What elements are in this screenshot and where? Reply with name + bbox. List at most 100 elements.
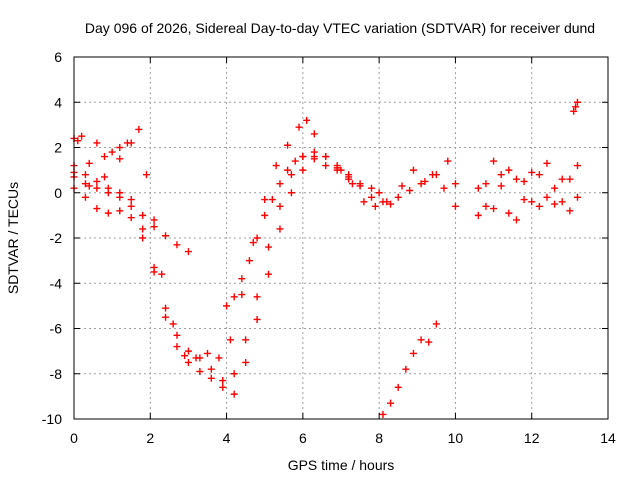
data-point: [573, 193, 581, 201]
x-tick-label: 0: [70, 430, 78, 446]
data-point: [295, 123, 303, 131]
data-point: [127, 202, 135, 210]
data-point: [238, 291, 246, 299]
data-point: [512, 175, 520, 183]
series-track-i: [375, 157, 459, 208]
data-point: [253, 315, 261, 323]
data-point: [265, 270, 273, 278]
x-tick-label: 10: [448, 430, 464, 446]
y-tick-label: -6: [50, 321, 63, 337]
data-point: [573, 98, 581, 106]
data-point: [406, 186, 414, 194]
data-point: [162, 304, 170, 312]
data-point: [116, 155, 124, 163]
x-tick-label: 2: [146, 430, 154, 446]
data-point: [310, 130, 318, 138]
x-tick-label: 6: [299, 430, 307, 446]
data-point: [101, 153, 109, 161]
data-point: [219, 377, 227, 385]
data-point: [150, 223, 158, 231]
data-point: [123, 139, 131, 147]
data-point: [242, 358, 250, 366]
y-tick-label: -8: [50, 366, 63, 382]
data-point: [379, 410, 387, 418]
data-point: [108, 148, 116, 156]
data-point: [398, 182, 406, 190]
data-point: [196, 354, 204, 362]
data-point: [360, 198, 368, 206]
data-point: [299, 166, 307, 174]
series-track-a: [70, 116, 318, 362]
data-point: [261, 196, 269, 204]
data-point: [474, 184, 482, 192]
data-point: [249, 239, 257, 247]
data-point: [230, 390, 238, 398]
data-point: [368, 193, 376, 201]
data-point: [230, 370, 238, 378]
data-point: [287, 189, 295, 197]
data-point: [142, 171, 150, 179]
data-point: [276, 180, 284, 188]
data-point: [543, 193, 551, 201]
data-point: [204, 349, 211, 357]
data-point: [505, 209, 513, 217]
data-point: [116, 144, 124, 151]
data-point: [497, 171, 505, 179]
data-point: [104, 209, 112, 217]
data-point: [348, 180, 356, 188]
data-point: [101, 173, 109, 181]
data-point: [139, 211, 147, 219]
data-point: [162, 313, 170, 321]
data-point: [387, 200, 395, 208]
data-point: [303, 116, 311, 124]
data-points: [70, 98, 581, 418]
series-track-b: [70, 148, 353, 385]
data-point: [417, 336, 425, 344]
data-point: [81, 180, 89, 188]
data-point: [409, 166, 417, 174]
data-point: [299, 153, 307, 161]
x-tick-label: 12: [524, 430, 540, 446]
data-point: [570, 107, 578, 115]
data-point: [310, 153, 318, 161]
data-point: [116, 193, 124, 201]
data-point: [322, 162, 330, 170]
data-point: [474, 211, 482, 219]
data-point: [245, 257, 253, 265]
data-point: [226, 336, 234, 344]
data-point: [207, 374, 215, 382]
data-point: [482, 180, 490, 188]
data-point: [162, 232, 170, 240]
data-point: [543, 159, 551, 167]
data-point: [272, 162, 280, 170]
series-track-g: [337, 166, 459, 210]
series-track-h: [379, 320, 440, 418]
data-point: [284, 166, 292, 174]
data-point: [196, 367, 204, 375]
data-point: [482, 202, 490, 210]
data-point: [512, 216, 520, 224]
data-point: [184, 347, 192, 355]
data-point: [291, 157, 299, 165]
data-point: [387, 399, 395, 407]
data-point: [432, 320, 440, 328]
data-point: [505, 166, 513, 174]
data-point: [181, 352, 189, 360]
y-tick-label: -2: [50, 230, 63, 246]
data-point: [139, 234, 147, 242]
data-point: [173, 343, 181, 351]
data-point: [173, 331, 181, 339]
data-point: [261, 211, 269, 219]
data-point: [356, 182, 364, 190]
data-point: [207, 365, 215, 373]
data-point: [169, 320, 177, 328]
data-point: [284, 141, 292, 149]
data-point: [566, 207, 574, 215]
data-point: [223, 302, 231, 310]
data-point: [93, 184, 101, 192]
data-point: [173, 241, 181, 249]
data-point: [322, 153, 330, 161]
data-point: [572, 103, 580, 111]
data-point: [127, 214, 135, 222]
